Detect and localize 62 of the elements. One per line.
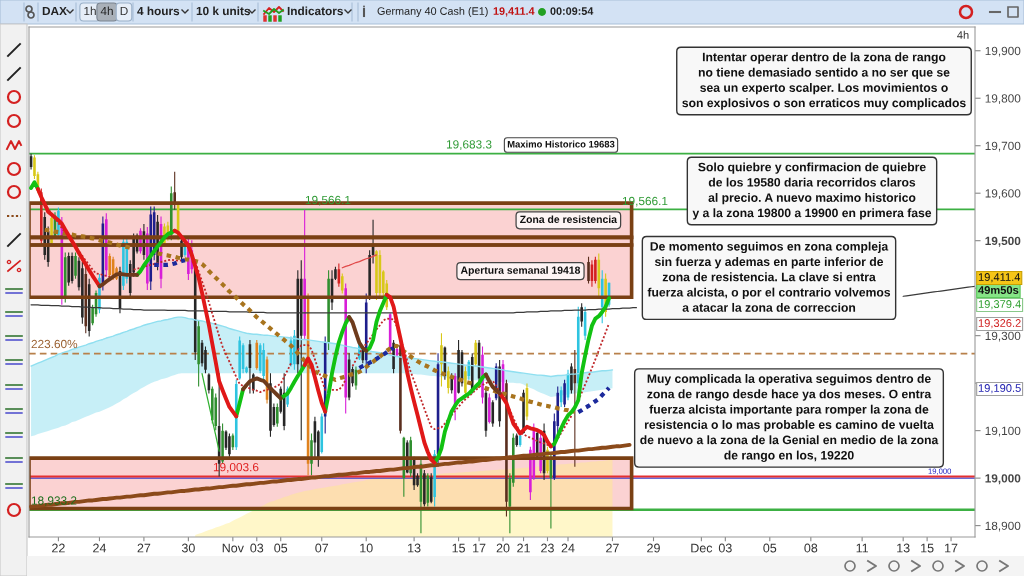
band-label: Zona de resistencia bbox=[520, 215, 618, 224]
y-tick-label: 19,000 bbox=[985, 474, 1021, 485]
x-tick-label: 21 bbox=[517, 543, 530, 553]
annotation: Solo quiebre y confirmacion de quiebre de los 19580 daria recorridos claros al precio. A nuevo maximo historico y a la zona 19800 a 19900 en primera fase bbox=[692, 162, 932, 220]
x-tick-label: 20 bbox=[496, 543, 510, 553]
text: Indicators bbox=[287, 6, 343, 16]
text: 19,326.2 bbox=[978, 319, 1021, 329]
x-tick-label: 30 bbox=[181, 543, 195, 553]
text: 19,190.5 bbox=[978, 384, 1021, 394]
x-tick-label: 22 bbox=[52, 543, 65, 553]
annotation: De momento seguimos en zona compleja sin fuerza y ademas en parte inferior de zona de resistencia. La clave si entra fuerza alcista, o por el contrario volvemos a atacar la zona de correccion bbox=[647, 241, 891, 312]
y-tick-label: 18,900 bbox=[985, 521, 1021, 532]
x-tick-label: 17 bbox=[473, 543, 486, 553]
x-tick-label: 15 bbox=[921, 543, 934, 553]
x-tick-label: Dec bbox=[691, 543, 713, 553]
x-tick-label: 23 bbox=[541, 543, 554, 553]
x-tick-label: 29 bbox=[647, 543, 660, 553]
annotation: Intentar operar dentro de la zona de rango no tiene demasiado sentido a no ser que se sea un experto scalper. Los movimientos o son explosivos o son erraticos muy complicados bbox=[682, 52, 966, 110]
text: 1h bbox=[84, 6, 96, 16]
x-tick-label: 17 bbox=[945, 543, 958, 553]
y-tick-label: 19,500 bbox=[985, 236, 1021, 247]
annotation: Muy complicada la operativa seguimos dentro de zona de rango desde hace ya dos meses. O entra fuerza alcista importante para romper la zona de resistencia o lo mas probable es camino de vuelta de nuevo a la zona de la Genial en medio de la zona de rango en los, 19220 bbox=[640, 374, 939, 462]
x-tick-label: 24 bbox=[93, 543, 107, 553]
text: 19,379.4 bbox=[978, 300, 1021, 310]
y-tick-label: 19,600 bbox=[985, 189, 1021, 199]
text: DAX bbox=[42, 6, 67, 16]
x-tick-label: 08 bbox=[804, 543, 818, 553]
x-tick-label: 27 bbox=[137, 543, 151, 553]
annotation: 19,566.1 bbox=[622, 196, 668, 207]
y-tick-label: 19,100 bbox=[985, 426, 1021, 437]
x-tick-label: 13 bbox=[408, 543, 421, 553]
annotation: Maximo Historico 19683 bbox=[507, 140, 615, 148]
text: 19,411.4 bbox=[978, 273, 1021, 283]
band-label: Apertura semanal 19418 bbox=[460, 266, 581, 276]
x-tick-label: 27 bbox=[606, 543, 619, 553]
text: 10 k units bbox=[196, 6, 250, 16]
text: 19,411.4 bbox=[493, 7, 535, 17]
x-tick-label: 24 bbox=[561, 543, 575, 553]
x-tick-label: 15 bbox=[452, 543, 465, 553]
text: 00:09:54 bbox=[550, 7, 594, 15]
x-tick-label: 10 bbox=[360, 543, 373, 553]
annotation: 4h bbox=[957, 30, 969, 39]
y-tick-label: 19,900 bbox=[985, 46, 1021, 57]
ref-line-label: 19,683.3 bbox=[446, 140, 492, 150]
annotation: 223.60% bbox=[31, 339, 78, 349]
chart-title: Germany 40 Cash (E1) bbox=[377, 6, 488, 18]
text: 4h bbox=[100, 6, 113, 16]
x-tick-label: Nov bbox=[222, 543, 244, 553]
x-tick-label: 05 bbox=[274, 543, 288, 553]
x-tick-label: 11 bbox=[856, 543, 869, 553]
text: 49m50s bbox=[978, 286, 1019, 294]
ref-line-label: 19,566.1 bbox=[305, 195, 351, 206]
x-tick-label: 07 bbox=[315, 543, 329, 553]
x-tick-label: 03 bbox=[718, 543, 732, 553]
x-tick-label: 03 bbox=[250, 543, 264, 553]
y-tick-label: 19,700 bbox=[985, 141, 1021, 152]
text: D bbox=[120, 6, 128, 16]
text: 4 hours bbox=[137, 6, 180, 16]
y-tick-label: 19,300 bbox=[985, 331, 1021, 342]
x-tick-label: 05 bbox=[763, 543, 777, 553]
x-tick-label: 13 bbox=[897, 543, 910, 553]
y-tick-label: 19,800 bbox=[985, 94, 1021, 105]
